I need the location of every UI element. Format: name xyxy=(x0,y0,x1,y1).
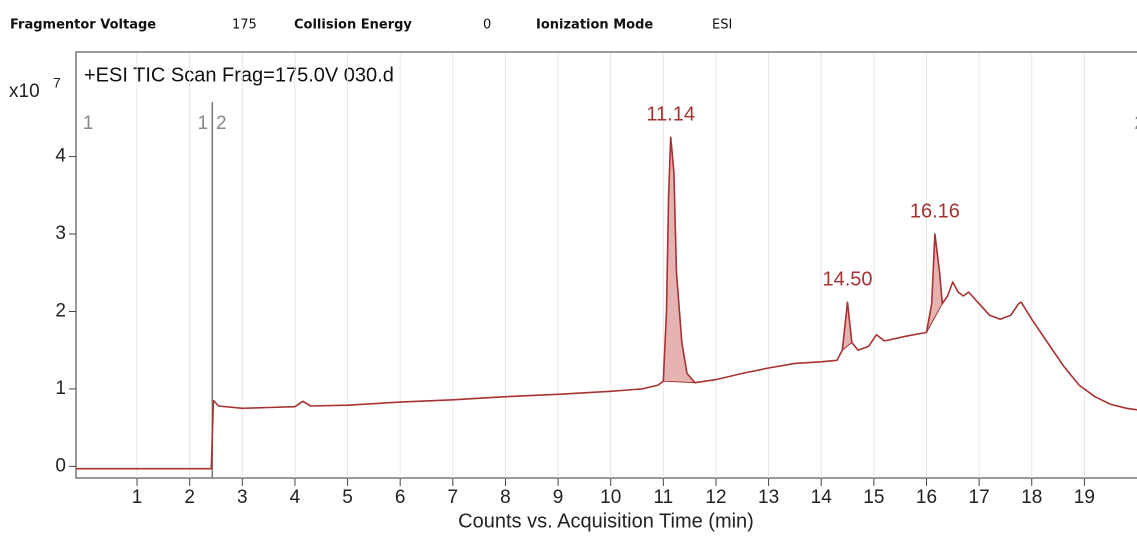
peak-label: 11.14 xyxy=(646,103,695,125)
x-tick-label: 12 xyxy=(705,487,726,508)
header-label: Collision Energy xyxy=(294,18,412,33)
y-scale-exponent: 7 xyxy=(53,75,61,91)
x-tick-label: 19 xyxy=(1074,487,1095,508)
x-tick-label: 16 xyxy=(916,487,937,508)
header-value: ESI xyxy=(712,18,732,33)
y-tick-label: 2 xyxy=(55,300,66,321)
y-tick-label: 4 xyxy=(55,146,66,167)
segment-label: 2 xyxy=(216,113,227,134)
x-tick-label: 1 xyxy=(132,487,143,508)
x-tick-label: 4 xyxy=(290,487,301,508)
peak-label: 16.16 xyxy=(910,200,960,222)
x-tick-label: 9 xyxy=(553,487,564,508)
x-tick-label: 18 xyxy=(1021,487,1042,508)
x-tick-label: 7 xyxy=(448,487,459,508)
x-tick-label: 3 xyxy=(237,487,248,508)
chart-title: +ESI TIC Scan Frag=175.0V 030.d xyxy=(84,64,394,86)
segment-label: 1 xyxy=(83,113,94,134)
header-label: Ionization Mode xyxy=(536,18,653,33)
y-tick-label: 0 xyxy=(55,455,66,476)
x-tick-label: 13 xyxy=(758,487,779,508)
x-tick-label: 5 xyxy=(342,487,353,508)
plot-frame xyxy=(75,51,1137,479)
x-tick-label: 10 xyxy=(600,487,621,508)
x-tick-label: 14 xyxy=(811,487,833,508)
peak-label: 14.50 xyxy=(823,268,873,290)
x-tick-label: 17 xyxy=(969,487,990,508)
x-tick-label: 6 xyxy=(395,487,406,508)
header-value: 0 xyxy=(483,18,491,33)
tic-line xyxy=(76,136,1137,470)
x-tick-label: 8 xyxy=(500,487,511,508)
header-label: Fragmentor Voltage xyxy=(10,18,156,33)
x-tick-label: 2 xyxy=(184,487,195,508)
header-value: 175 xyxy=(232,18,257,33)
segment-label: 1 xyxy=(198,113,209,134)
x-axis-label: Counts vs. Acquisition Time (min) xyxy=(458,510,754,532)
header-bar: Fragmentor Voltage 175 Collision Energy … xyxy=(10,18,732,33)
x-tick-label: 11 xyxy=(653,487,673,508)
segment-label: 2 xyxy=(1134,113,1137,134)
y-tick-label: 1 xyxy=(55,378,66,399)
x-tick-label: 15 xyxy=(863,487,884,508)
y-scale-base: x10 xyxy=(9,81,40,102)
y-tick-label: 3 xyxy=(55,223,66,244)
